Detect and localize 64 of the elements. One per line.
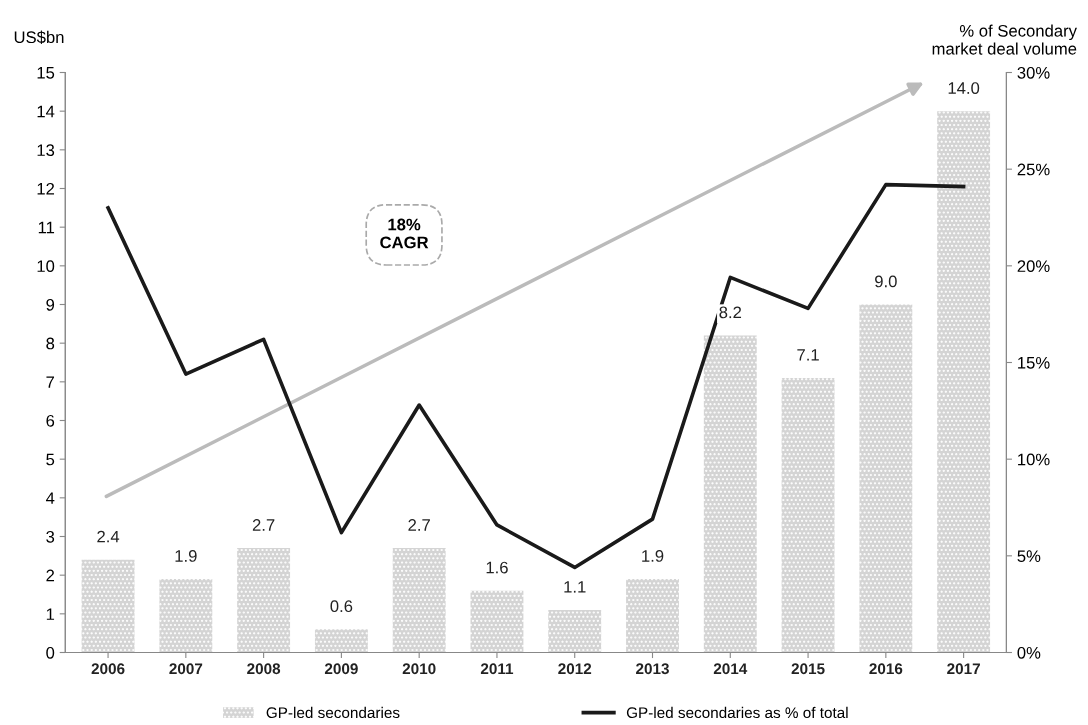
y2-tick-label: 30% <box>1017 66 1050 79</box>
x-tick-label: 2013 <box>636 663 669 675</box>
data-label: 7.1 <box>797 349 819 361</box>
x-tick-label: 2010 <box>402 663 436 675</box>
y-tick-label: 15 <box>37 67 55 79</box>
x-tick-label: 2006 <box>91 663 125 675</box>
data-label: 2.4 <box>97 530 120 543</box>
y-tick-label: 14 <box>37 105 55 118</box>
data-label: 0.6 <box>330 600 353 613</box>
bar <box>937 111 991 653</box>
data-label: 14.0 <box>948 82 980 94</box>
bar <box>859 304 913 653</box>
x-tick-label: 2011 <box>480 663 514 675</box>
bar <box>392 548 446 653</box>
data-label: 1.1 <box>564 581 586 593</box>
y-tick-label: 12 <box>37 182 55 195</box>
x-tick-label: 2015 <box>791 663 825 675</box>
x-tick-label: 2014 <box>713 663 748 675</box>
y-tick-label: 9 <box>46 298 55 311</box>
y-tick-label: 8 <box>46 337 55 350</box>
data-label: 2.7 <box>408 519 430 531</box>
y-tick-label: 1 <box>46 608 55 620</box>
y-tick-label: 6 <box>46 414 55 427</box>
bar <box>703 335 757 653</box>
y2-tick-label: 10% <box>1018 453 1050 466</box>
y-tick-label: 0 <box>46 646 55 659</box>
bar <box>81 559 135 653</box>
annotation: 18% CAGR <box>380 218 429 249</box>
data-label: 9.0 <box>875 275 897 288</box>
y-tick-label: 13 <box>37 144 55 157</box>
x-tick-label: 2012 <box>558 663 592 675</box>
bar <box>237 548 291 653</box>
bar <box>470 590 524 653</box>
y2-tick-label: 20% <box>1017 260 1050 273</box>
data-label: 2.7 <box>252 519 275 531</box>
y-tick-label: 2 <box>46 569 55 582</box>
y2-tick-label: 5% <box>1017 550 1041 563</box>
y-axis-title: US$bn <box>14 30 64 45</box>
data-label: 1.9 <box>642 550 664 562</box>
x-tick-label: 2008 <box>247 663 281 675</box>
y-tick-label: 10 <box>37 260 55 273</box>
y2-tick-label: 15% <box>1018 356 1050 369</box>
y2-tick-label: 25% <box>1017 163 1050 176</box>
data-label: 1.6 <box>486 561 508 574</box>
y-tick-label: 3 <box>46 530 55 543</box>
y-tick-label: 11 <box>38 221 55 234</box>
bar <box>159 579 213 653</box>
y2-tick-label: 0% <box>1017 646 1041 659</box>
legend-label: GP-led secondaries as % of total <box>626 706 848 719</box>
y2-axis-title: % of Secondary market deal volume <box>932 24 1077 55</box>
x-tick-label: 2007 <box>169 663 203 675</box>
y-tick-label: 7 <box>46 376 55 388</box>
legend-label: GP-led secondaries <box>266 706 400 719</box>
bar <box>781 377 835 653</box>
y-tick-label: 5 <box>46 453 55 466</box>
x-tick-label: 2017 <box>947 663 980 675</box>
bar <box>314 629 368 653</box>
data-label: 8.2 <box>719 306 742 319</box>
y-tick-label: 4 <box>45 492 55 504</box>
x-tick-label: 2016 <box>869 663 903 675</box>
data-label: 1.9 <box>175 550 197 562</box>
x-tick-label: 2009 <box>324 663 358 675</box>
bar <box>548 609 602 653</box>
bar <box>626 579 679 653</box>
